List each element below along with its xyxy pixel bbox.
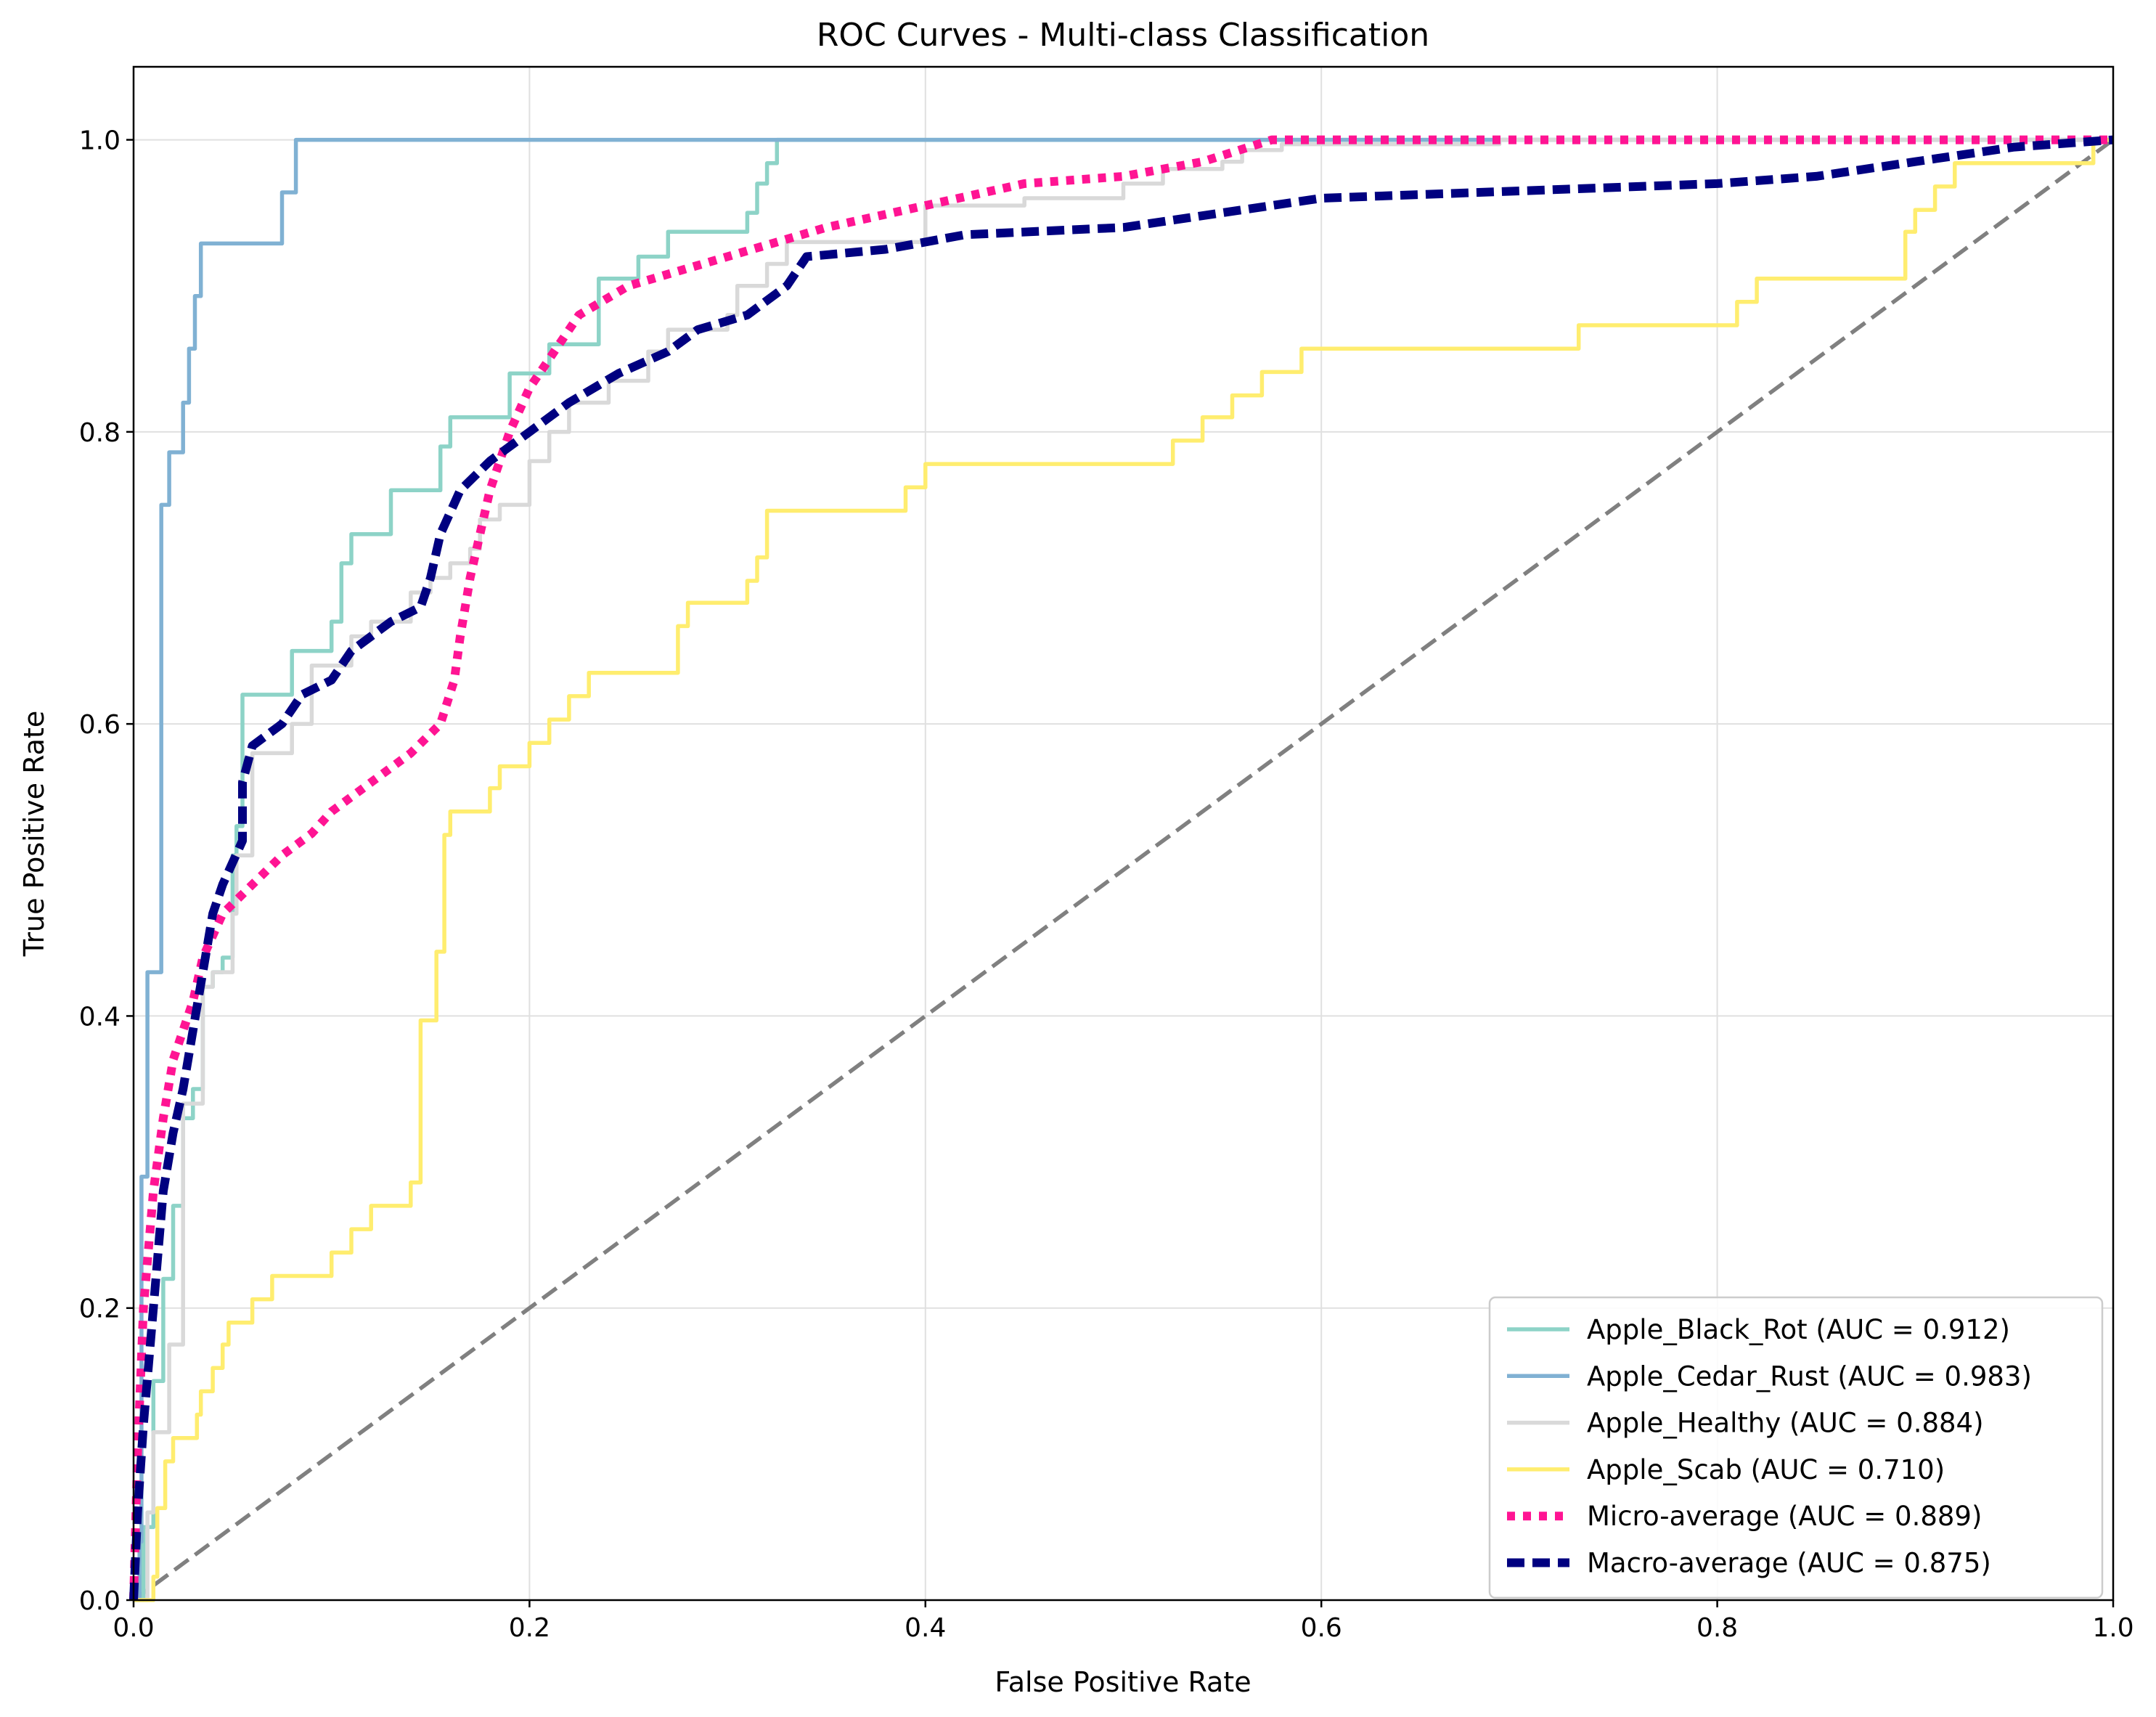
series-line-4 [129, 135, 2113, 1601]
x-axis-label: False Positive Rate [995, 1666, 1251, 1698]
y-tick-label-3: 0.6 [79, 710, 121, 740]
legend-label-0: Apple_Black_Rot (AUC = 0.912) [1587, 1314, 2010, 1345]
plot-area-frame [132, 65, 2115, 1602]
chart-title: ROC Curves - Multi-class Classification [817, 17, 1429, 54]
legend: Apple_Black_Rot (AUC = 0.912) Apple_Cedar… [1488, 1296, 2104, 1599]
legend-box [1488, 1296, 2104, 1599]
series-line-0 [134, 137, 2113, 1602]
legend-label-5: Macro-average (AUC = 0.875) [1587, 1548, 1991, 1579]
y-axis-label: True Positive Rate [18, 711, 50, 958]
y-tick-label-2: 0.4 [79, 1002, 121, 1032]
y-tick-label-1: 0.2 [79, 1294, 121, 1324]
legend-label-1: Apple_Cedar_Rust (AUC = 0.983) [1587, 1361, 2032, 1392]
x-tick-label-1: 0.2 [509, 1613, 550, 1643]
chance-line-layer [132, 138, 2115, 1602]
legend-label-3: Apple_Scab (AUC = 0.710) [1587, 1454, 1945, 1485]
y-tick-label-0: 0.0 [79, 1586, 121, 1616]
x-tick-label-0: 0.0 [113, 1613, 154, 1643]
y-tick-label-5: 1.0 [79, 126, 121, 156]
series-line-2 [134, 137, 2113, 1602]
x-tick-label-5: 1.0 [2092, 1613, 2133, 1643]
series-line-5 [129, 135, 2114, 1601]
legend-label-2: Apple_Healthy (AUC = 0.884) [1587, 1408, 1984, 1439]
legend-label-4: Micro-average (AUC = 0.889) [1587, 1501, 1982, 1532]
chance-diagonal-line [132, 138, 2115, 1602]
series-line-3 [134, 137, 2113, 1602]
grid-lines [133, 67, 2114, 1601]
x-tick-label-2: 0.4 [905, 1613, 946, 1643]
x-tick-label-3: 0.6 [1301, 1613, 1342, 1643]
x-tick-label-4: 0.8 [1696, 1613, 1738, 1643]
series-line-1 [134, 137, 2113, 1602]
y-tick-label-4: 0.8 [79, 418, 121, 448]
series-layer [129, 135, 2114, 1602]
axes: 0.0 0.2 0.4 0.6 0.8 1.0 0.0 0.2 0.4 0.6 0.8 1.0 [79, 126, 2134, 1643]
